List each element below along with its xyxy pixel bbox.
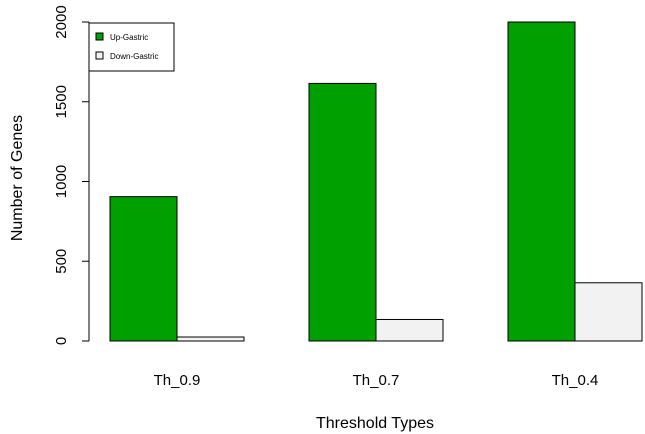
y-axis-label: Number of Genes [9, 115, 26, 241]
bar-up-3 [507, 21, 576, 342]
x-tick-label: Th_0.9 [154, 372, 201, 389]
y-tick-label: 1500 [53, 85, 70, 118]
x-axis-label: Threshold Types [316, 415, 434, 432]
bar-down-1 [176, 336, 245, 342]
legend: Up-Gastric Down-Gastric [88, 22, 175, 72]
y-tick-label: 1000 [53, 165, 70, 198]
bars-group [109, 21, 643, 342]
legend-swatch [95, 51, 104, 60]
x-tick-label: Th_0.4 [552, 372, 599, 389]
bar-up-1 [109, 196, 178, 342]
y-tick-label: 500 [53, 249, 70, 274]
y-tick-label: 0 [53, 337, 70, 345]
bar-down-3 [574, 282, 643, 342]
x-tick-label: Th_0.7 [353, 372, 400, 389]
bar-up-2 [308, 82, 377, 342]
legend-box [88, 22, 175, 72]
y-tick-label: 2000 [53, 5, 70, 38]
x-tick-labels: Th_0.9 Th_0.7 Th_0.4 [154, 372, 599, 389]
legend-swatch [95, 32, 104, 41]
y-axis: 0 500 1000 1500 2000 [53, 5, 90, 345]
legend-label: Up-Gastric [110, 33, 148, 42]
bar-down-2 [375, 318, 444, 342]
legend-label: Down-Gastric [110, 52, 158, 61]
